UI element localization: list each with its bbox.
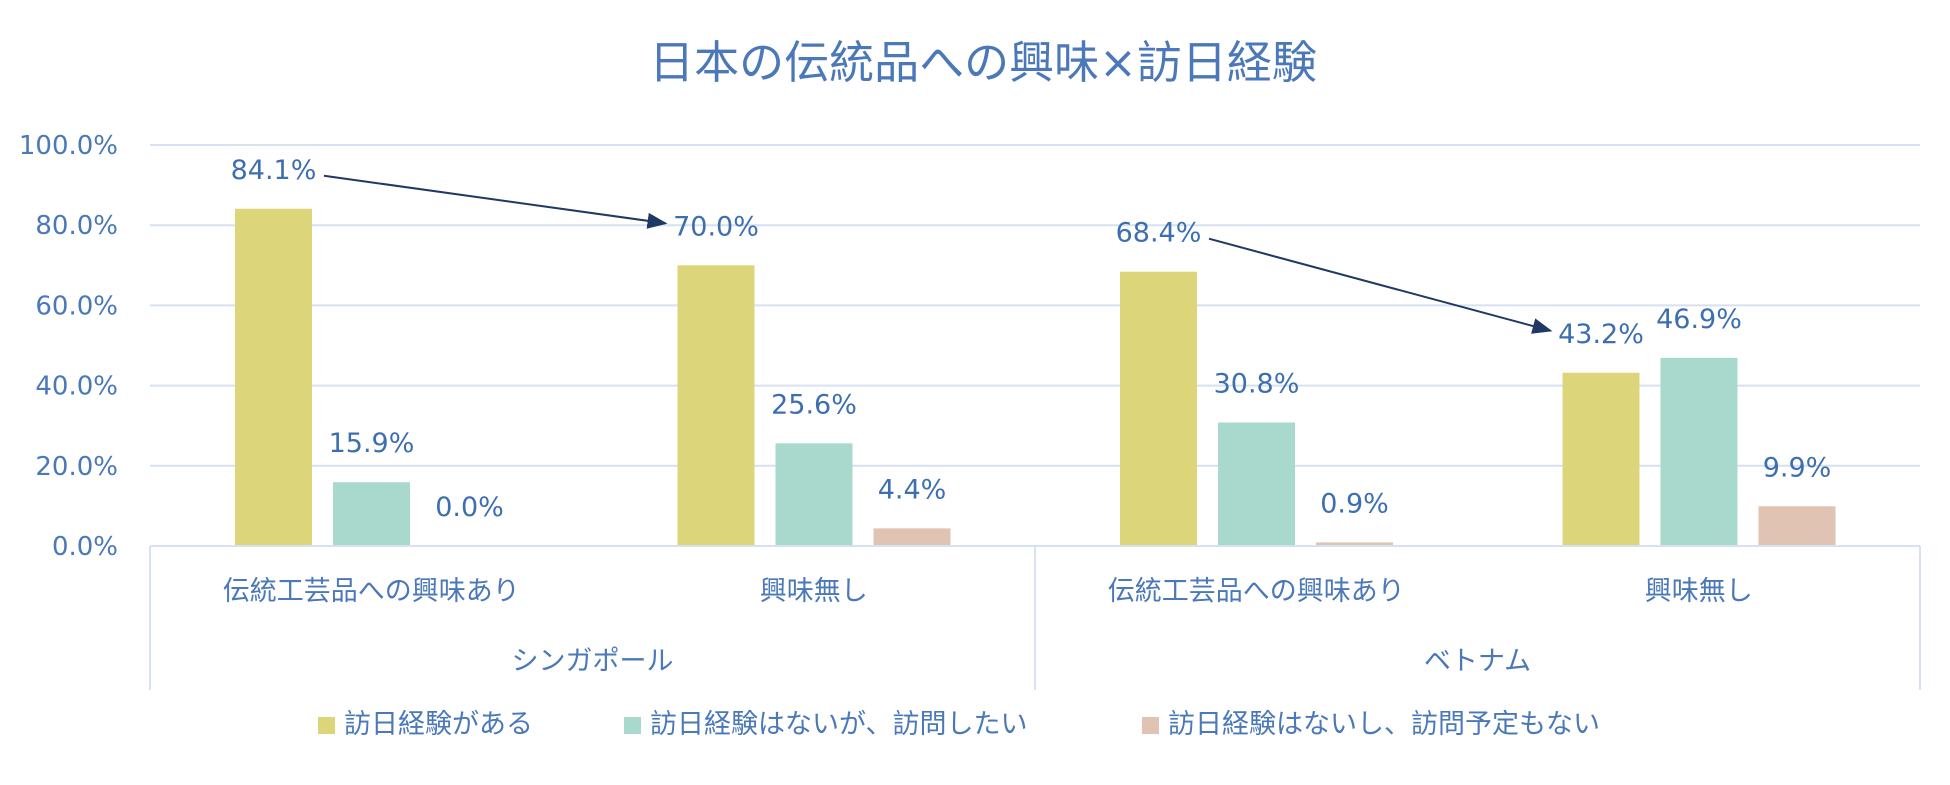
data-label: 15.9% [329, 428, 415, 459]
bar [1316, 542, 1393, 546]
legend-label: 訪日経験はないが、訪問したい [650, 709, 1027, 740]
y-tick-label: 60.0% [35, 291, 118, 321]
y-tick-label: 80.0% [35, 211, 118, 241]
category-label: 興味無し [1645, 576, 1753, 607]
bar [333, 482, 410, 546]
group-label: シンガポール [512, 646, 674, 677]
data-labels: 84.1% 15.9% 0.0% 70.0% 25.6% 4.4% 68.4% 30.8% 0.… [231, 155, 1832, 523]
legend-item: 訪日経験はないが、訪問したい [624, 709, 1027, 740]
bar [1120, 271, 1197, 546]
legend-swatch [1142, 717, 1159, 734]
data-label: 4.4% [878, 474, 947, 505]
trend-arrow [1208, 237, 1553, 334]
category-label: 伝統工芸品への興味あり [223, 576, 520, 607]
legend-item: 訪日経験がある [318, 709, 533, 740]
data-label: 70.0% [673, 211, 759, 242]
data-label: 9.9% [1763, 452, 1832, 483]
bar [873, 528, 951, 546]
data-label: 0.9% [1320, 488, 1389, 519]
gridlines: 0.0% 20.0% 40.0% 60.0% 80.0% 100.0% [19, 131, 1920, 562]
data-label: 84.1% [231, 155, 317, 186]
data-label: 25.6% [771, 389, 857, 420]
legend: 訪日経験がある 訪日経験はないが、訪問したい 訪日経験はないし、訪問予定もない [318, 709, 1600, 740]
legend-item: 訪日経験はないし、訪問予定もない [1142, 709, 1600, 740]
chart-title: 日本の伝統品への興味×訪日経験 [649, 36, 1317, 89]
trend-arrow [323, 174, 668, 229]
y-tick-label: 0.0% [52, 532, 118, 562]
data-label: 46.9% [1656, 304, 1742, 335]
bar [1562, 372, 1640, 546]
legend-label: 訪日経験はないし、訪問予定もない [1168, 709, 1600, 740]
annotation-arrows [323, 174, 1553, 334]
bar [775, 443, 853, 546]
legend-swatch [624, 717, 641, 734]
data-label: 43.2% [1558, 319, 1644, 350]
y-tick-label: 40.0% [35, 372, 118, 402]
data-label: 30.8% [1214, 368, 1300, 399]
group-label: ベトナム [1424, 646, 1531, 677]
y-tick-label: 20.0% [35, 452, 118, 482]
bar [235, 208, 312, 546]
category-label: 興味無し [760, 576, 868, 607]
bar [1218, 422, 1295, 546]
y-tick-label: 100.0% [19, 131, 118, 161]
bar [677, 265, 755, 546]
bar [1660, 357, 1738, 546]
legend-label: 訪日経験がある [344, 709, 533, 740]
data-label: 0.0% [435, 492, 504, 523]
data-label: 68.4% [1116, 218, 1202, 249]
category-label: 伝統工芸品への興味あり [1108, 576, 1405, 607]
bar [1758, 506, 1836, 546]
bars [235, 208, 1836, 546]
legend-swatch [318, 717, 335, 734]
